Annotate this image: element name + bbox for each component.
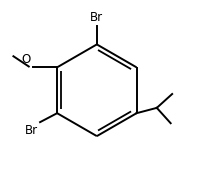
Text: Br: Br [90, 11, 103, 24]
Text: O: O [22, 53, 31, 66]
Text: Br: Br [25, 124, 38, 137]
